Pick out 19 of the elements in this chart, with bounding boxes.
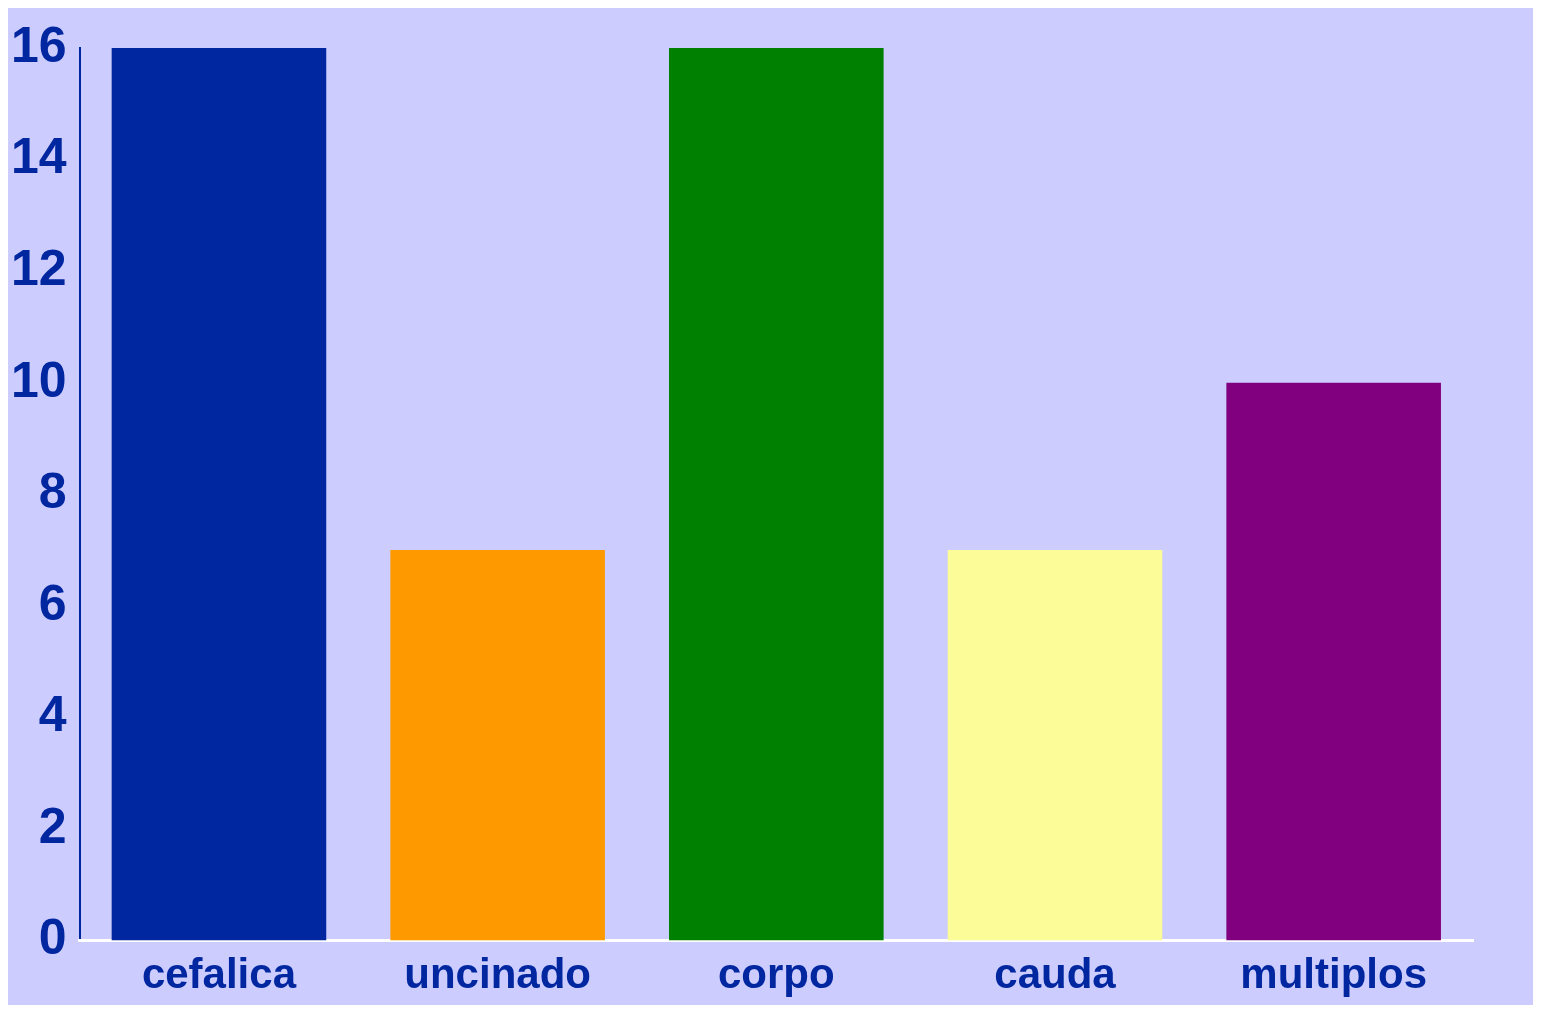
y-tick-label: 0: [38, 909, 67, 966]
y-tick-label: 16: [10, 16, 67, 73]
bar: [669, 48, 884, 941]
y-tick-label: 8: [38, 463, 67, 520]
y-tick-label: 14: [10, 128, 67, 185]
bar: [111, 48, 327, 941]
y-tick-label: 4: [38, 686, 67, 743]
y-tick-label: 10: [10, 351, 67, 408]
x-tick-label: cauda: [994, 950, 1117, 998]
y-tick-label: 12: [10, 239, 67, 296]
bar: [947, 550, 1163, 941]
y-tick-label: 2: [38, 797, 67, 854]
x-tick-label: uncinado: [404, 950, 591, 998]
x-tick-label: cefalica: [141, 950, 297, 998]
bar: [1226, 382, 1441, 941]
y-tick-label: 6: [38, 574, 67, 631]
x-tick-label: multiplos: [1240, 950, 1427, 998]
bar: [390, 550, 605, 941]
x-tick-label: corpo: [717, 950, 835, 998]
